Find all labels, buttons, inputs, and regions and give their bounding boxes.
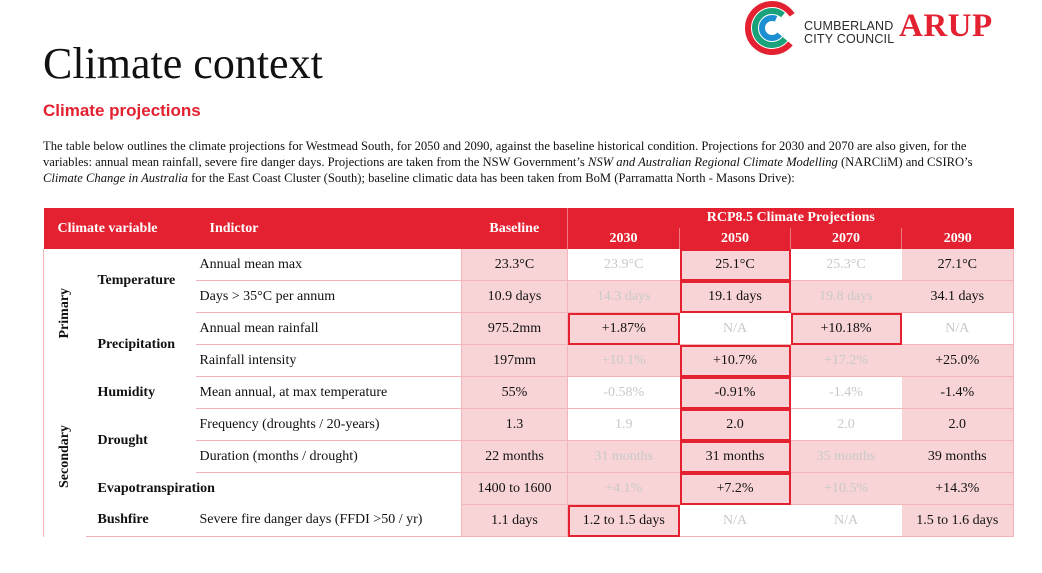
- baseline-cell: 975.2mm: [461, 312, 568, 345]
- value-2070-cell: -1.4%: [790, 376, 902, 409]
- value-2070-cell: +10.5%: [790, 472, 902, 505]
- indicator-cell: Rainfall intensity: [195, 344, 462, 377]
- council-name-line1: CUMBERLAND: [804, 19, 894, 33]
- header-rcp-projections: RCP8.5 Climate Projections: [567, 208, 1014, 228]
- value-2050-cell: +10.7%: [679, 344, 791, 377]
- value-2090-cell: 39 months: [901, 440, 1015, 473]
- baseline-cell: 10.9 days: [461, 280, 568, 313]
- value-2050-cell: +7.2%: [679, 472, 791, 505]
- value-2030-cell: 1.9: [567, 408, 680, 441]
- value-2050-cell: 25.1°C: [679, 249, 791, 281]
- header-climate-variable: Climate variable: [43, 208, 196, 249]
- section-subtitle: Climate projections: [43, 101, 201, 120]
- table-row: Secondary Humidity Mean annual, at max t…: [43, 376, 1015, 537]
- value-2050-cell: 2.0: [679, 408, 791, 441]
- table-row: Primary Temperature Annual mean max 23.3…: [43, 249, 1015, 377]
- intro-text-1: The table below outlines the climate pro…: [43, 139, 967, 169]
- value-2090-cell: 1.5 to 1.6 days: [901, 504, 1015, 537]
- indicator-cell: Annual mean rainfall: [195, 312, 462, 345]
- value-2090-cell: 27.1°C: [901, 249, 1015, 281]
- baseline-cell: 1.3: [461, 408, 568, 441]
- indicator-cell: Duration (months / drought): [195, 440, 462, 473]
- arup-logo: ARUP: [899, 8, 993, 44]
- variable-drought: Drought: [97, 432, 148, 448]
- header-baseline: Baseline: [461, 208, 568, 249]
- value-2030-cell: +1.87%: [567, 312, 680, 345]
- value-2050-cell: N/A: [679, 504, 791, 537]
- indicator-cell: Mean annual, at max temperature: [195, 376, 462, 409]
- value-2090-cell: 34.1 days: [901, 280, 1015, 313]
- value-2070-cell: +17.2%: [790, 344, 902, 377]
- value-2070-cell: N/A: [790, 504, 902, 537]
- variable-humidity: Humidity: [97, 384, 156, 400]
- header-year-2030: 2030: [567, 228, 680, 249]
- value-2030-cell: -0.58%: [567, 376, 680, 409]
- table-row: Days > 35°C per annum 10.9 days 14.3 day…: [44, 280, 1015, 313]
- baseline-cell: 197mm: [461, 344, 568, 377]
- value-2030-cell: 23.9°C: [567, 249, 680, 281]
- council-name-line2: CITY COUNCIL: [804, 32, 895, 46]
- variable-temperature: Temperature: [97, 272, 176, 288]
- value-2030-cell: +4.1%: [567, 472, 680, 505]
- baseline-cell: 22 months: [461, 440, 568, 473]
- intro-paragraph: The table below outlines the climate pro…: [43, 138, 1013, 186]
- header-indicator: Indictor: [195, 208, 462, 249]
- baseline-cell: 1.1 days: [461, 504, 568, 537]
- value-2030-cell: 14.3 days: [567, 280, 680, 313]
- value-2090-cell: 2.0: [901, 408, 1015, 441]
- header-year-2090: 2090: [901, 228, 1014, 249]
- cumberland-logo-icon: [745, 1, 799, 55]
- value-2070-cell: 25.3°C: [790, 249, 902, 281]
- council-name: CUMBERLAND CITY COUNCIL: [804, 20, 894, 46]
- table-row: Drought Frequency (droughts / 20-years) …: [44, 408, 1015, 448]
- indicator-cell: Days > 35°C per annum: [195, 280, 462, 313]
- value-2090-cell: +25.0%: [901, 344, 1015, 377]
- value-2050-cell: -0.91%: [679, 376, 791, 409]
- value-2070-cell: +10.18%: [790, 312, 902, 345]
- value-2030-cell: 1.2 to 1.5 days: [567, 504, 680, 537]
- value-2050-cell: N/A: [679, 312, 791, 345]
- variable-evapotranspiration: Evapotranspiration: [97, 480, 215, 496]
- indicator-cell: Severe fire danger days (FFDI >50 / yr): [195, 504, 462, 537]
- value-2050-cell: 31 months: [679, 440, 791, 473]
- category-primary: Primary: [43, 249, 86, 377]
- intro-text-3: for the East Coast Cluster (South); base…: [187, 171, 795, 185]
- table-row: Rainfall intensity 197mm +10.1% +10.7% +…: [44, 344, 1015, 377]
- intro-italic-1: NSW and Australian Regional Climate Mode…: [587, 155, 838, 169]
- baseline-cell: 55%: [461, 376, 568, 409]
- climate-projections-table: Climate variable Indictor Baseline RCP8.…: [43, 208, 1015, 537]
- table-row: Duration (months / drought) 22 months 31…: [44, 440, 1015, 473]
- value-2030-cell: +10.1%: [567, 344, 680, 377]
- intro-text-2: (NARCliM) and CSIRO’s: [837, 155, 973, 169]
- baseline-cell: 1400 to 1600: [461, 472, 568, 505]
- intro-italic-2: Climate Change in Australia: [43, 171, 188, 185]
- table-row: Precipitation Annual mean rainfall 975.2…: [44, 312, 1015, 352]
- page-title: Climate context: [43, 39, 323, 88]
- variable-precipitation: Precipitation: [97, 336, 176, 352]
- value-2070-cell: 2.0: [790, 408, 902, 441]
- category-secondary: Secondary: [43, 376, 86, 537]
- value-2090-cell: -1.4%: [901, 376, 1015, 409]
- header-year-2070: 2070: [790, 228, 902, 249]
- table-row: Evapotranspiration 1400 to 1600 +4.1% +7…: [44, 472, 1015, 505]
- value-2090-cell: N/A: [901, 312, 1015, 345]
- variable-bushfire: Bushfire: [85, 504, 196, 537]
- indicator-cell: Annual mean max: [195, 249, 462, 281]
- indicator-cell: Frequency (droughts / 20-years): [195, 408, 462, 441]
- header-year-2050: 2050: [679, 228, 791, 249]
- value-2070-cell: 19.8 days: [790, 280, 902, 313]
- table-row: Bushfire Severe fire danger days (FFDI >…: [44, 504, 1015, 537]
- value-2030-cell: 31 months: [567, 440, 680, 473]
- baseline-cell: 23.3°C: [461, 249, 568, 281]
- value-2090-cell: +14.3%: [901, 472, 1015, 505]
- value-2070-cell: 35 months: [790, 440, 902, 473]
- value-2050-cell: 19.1 days: [679, 280, 791, 313]
